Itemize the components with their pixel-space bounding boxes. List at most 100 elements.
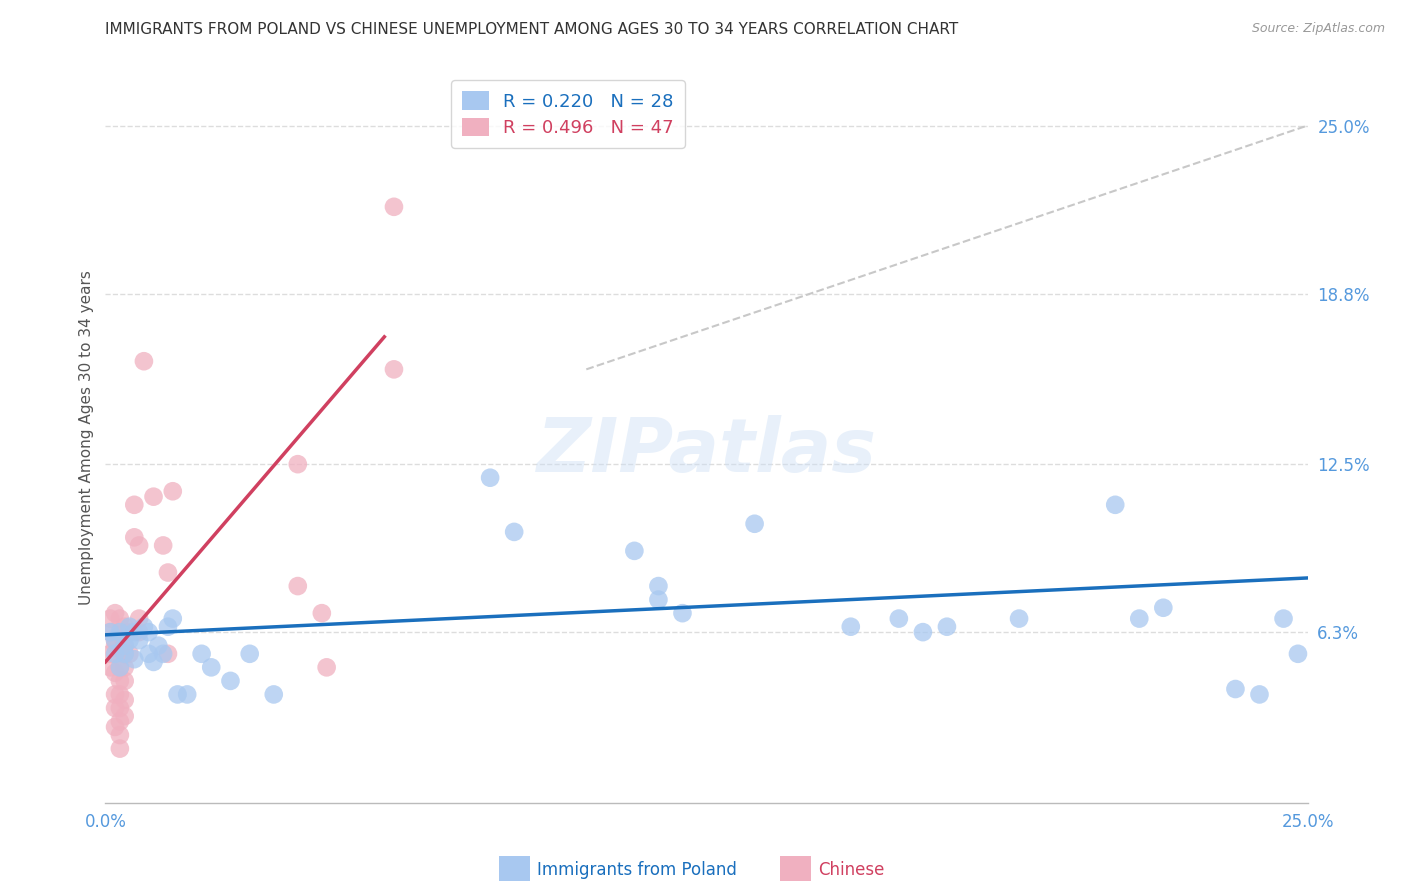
Point xyxy=(114,693,136,707)
Point xyxy=(104,688,127,702)
Y-axis label: Unemployment Among Ages 30 to 34 years: Unemployment Among Ages 30 to 34 years xyxy=(79,269,94,605)
Point xyxy=(128,625,150,640)
Point xyxy=(156,566,179,580)
Point xyxy=(142,655,165,669)
Point xyxy=(98,647,121,661)
Point xyxy=(219,673,242,688)
Point xyxy=(132,620,155,634)
Point xyxy=(114,647,136,661)
Point xyxy=(1225,681,1247,696)
Point xyxy=(128,611,150,625)
Text: Source: ZipAtlas.com: Source: ZipAtlas.com xyxy=(1251,22,1385,36)
Point xyxy=(104,639,127,653)
Text: ZIPatlas: ZIPatlas xyxy=(537,415,876,488)
Point xyxy=(108,728,131,742)
Point xyxy=(104,720,127,734)
Point xyxy=(162,611,184,625)
Point xyxy=(647,592,669,607)
Point xyxy=(98,625,121,640)
Point xyxy=(98,625,121,640)
Point xyxy=(138,625,160,640)
Point xyxy=(1286,647,1309,661)
Point xyxy=(128,633,150,648)
Point xyxy=(104,701,127,715)
Point xyxy=(671,606,693,620)
Point xyxy=(114,620,136,634)
Point xyxy=(118,647,141,661)
Point xyxy=(108,611,131,625)
Point xyxy=(118,620,141,634)
Point xyxy=(108,741,131,756)
Point xyxy=(287,457,309,471)
Point xyxy=(382,200,405,214)
Point xyxy=(156,647,179,661)
Point xyxy=(190,647,212,661)
Point xyxy=(382,362,405,376)
Point xyxy=(108,660,131,674)
Point xyxy=(200,660,222,674)
Point xyxy=(503,524,526,539)
Point xyxy=(114,639,136,653)
Point xyxy=(118,625,141,640)
Point xyxy=(108,714,131,729)
Point xyxy=(287,579,309,593)
Point xyxy=(911,625,934,640)
Point xyxy=(148,639,170,653)
Point xyxy=(104,633,127,648)
Point xyxy=(118,633,141,648)
Point xyxy=(647,579,669,593)
Legend: R = 0.220   N = 28, R = 0.496   N = 47: R = 0.220 N = 28, R = 0.496 N = 47 xyxy=(451,80,685,148)
Text: Chinese: Chinese xyxy=(818,861,884,879)
Point xyxy=(132,354,155,368)
Point xyxy=(479,471,502,485)
Text: Immigrants from Poland: Immigrants from Poland xyxy=(537,861,737,879)
Point xyxy=(152,647,174,661)
Point xyxy=(315,660,337,674)
Point xyxy=(104,633,127,648)
Point xyxy=(176,688,198,702)
Point xyxy=(114,647,136,661)
Point xyxy=(108,644,131,658)
Point xyxy=(1128,611,1150,625)
Point xyxy=(138,647,160,661)
Point xyxy=(142,490,165,504)
Point xyxy=(114,660,136,674)
Point xyxy=(124,530,146,544)
Point xyxy=(108,660,131,674)
Point xyxy=(108,701,131,715)
Point xyxy=(1272,611,1295,625)
Point xyxy=(98,660,121,674)
Point xyxy=(108,688,131,702)
Point xyxy=(1152,600,1174,615)
Point xyxy=(936,620,959,634)
Point xyxy=(104,606,127,620)
Point xyxy=(128,538,150,552)
Point xyxy=(1008,611,1031,625)
Point xyxy=(108,628,131,642)
Point xyxy=(108,625,131,640)
Text: IMMIGRANTS FROM POLAND VS CHINESE UNEMPLOYMENT AMONG AGES 30 TO 34 YEARS CORRELA: IMMIGRANTS FROM POLAND VS CHINESE UNEMPL… xyxy=(105,22,959,37)
Point xyxy=(98,611,121,625)
Point xyxy=(114,709,136,723)
Point xyxy=(1104,498,1126,512)
Point xyxy=(162,484,184,499)
Point xyxy=(108,673,131,688)
Point xyxy=(744,516,766,531)
Point xyxy=(114,673,136,688)
Point xyxy=(124,625,146,640)
Point xyxy=(104,665,127,680)
Point xyxy=(623,544,645,558)
Point xyxy=(124,652,146,666)
Point xyxy=(839,620,862,634)
Point xyxy=(263,688,285,702)
Point xyxy=(311,606,333,620)
Point xyxy=(1249,688,1271,702)
Point xyxy=(156,620,179,634)
Point xyxy=(114,639,136,653)
Point xyxy=(887,611,910,625)
Point xyxy=(124,498,146,512)
Point xyxy=(152,538,174,552)
Point xyxy=(104,647,127,661)
Point xyxy=(166,688,188,702)
Point xyxy=(239,647,262,661)
